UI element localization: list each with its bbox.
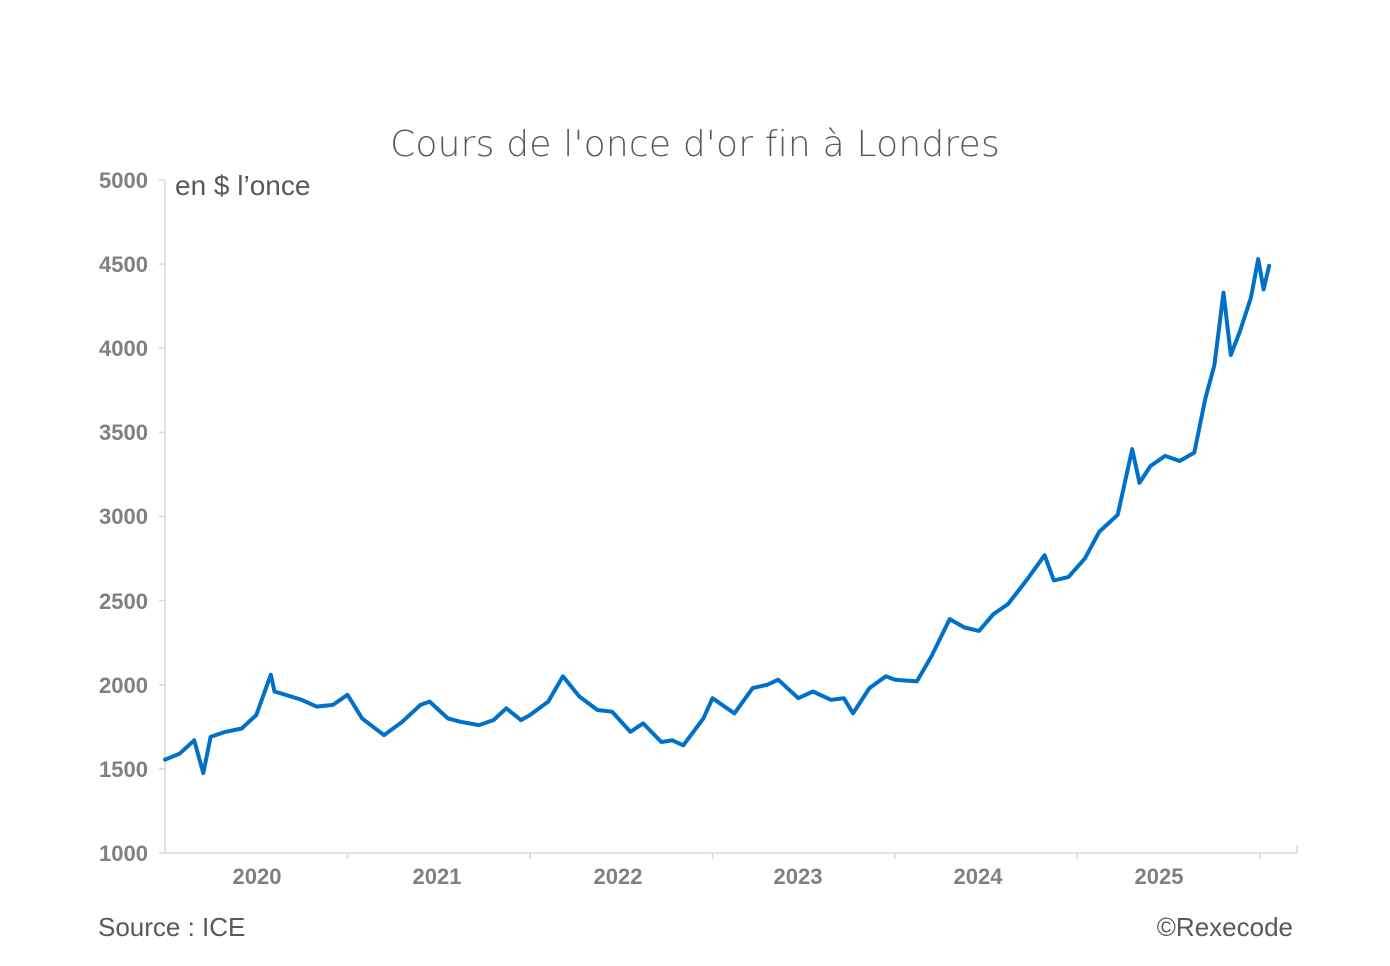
y-tick-label: 1500 [99, 757, 148, 782]
y-tick-label: 4500 [99, 252, 148, 277]
y-tick-label: 2500 [99, 589, 148, 614]
y-tick-label: 1000 [99, 841, 148, 866]
y-tick-label: 2000 [99, 673, 148, 698]
gold-price-line [163, 257, 1272, 776]
x-tick-label: 2023 [773, 864, 823, 889]
x-tick-label: 2024 [953, 864, 1003, 889]
x-tick-label: 2020 [232, 864, 282, 889]
axes [159, 179, 1298, 859]
copyright-note: ©Rexecode [1156, 912, 1293, 942]
y-axis-unit-label: en $ l’once [175, 170, 311, 201]
x-tick-label: 2025 [1134, 864, 1184, 889]
y-tick-label: 3500 [99, 420, 148, 445]
source-note: Source : ICE [98, 912, 246, 942]
x-tick-label: 2022 [593, 864, 643, 889]
y-tick-label: 5000 [99, 168, 148, 193]
y-tick-label: 4000 [99, 336, 148, 361]
x-tick-label: 2021 [412, 864, 462, 889]
y-tick-label: 3000 [99, 504, 148, 529]
chart-title: Cours de l'once d'or fin à Londres [390, 124, 1000, 165]
